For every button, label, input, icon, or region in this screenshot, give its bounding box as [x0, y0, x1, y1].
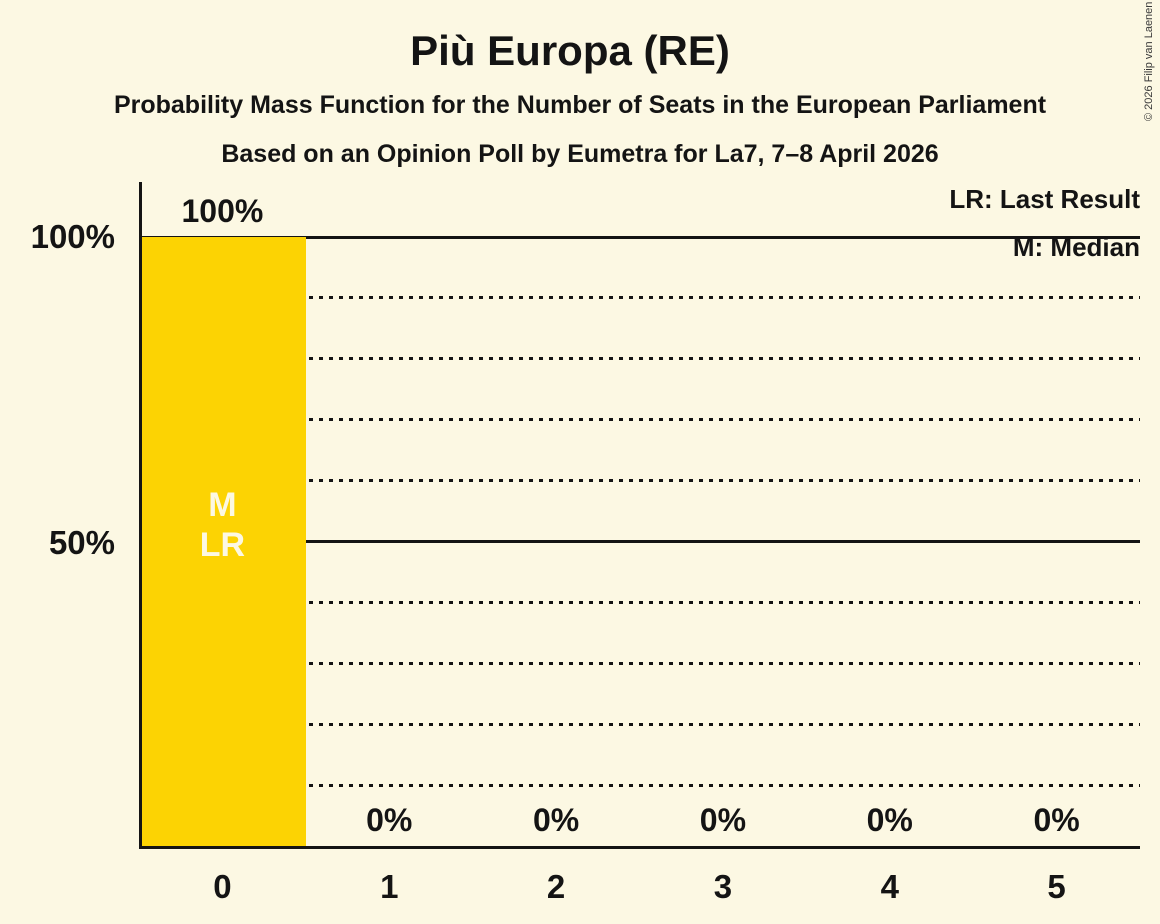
y-axis-label-100: 100% [30, 218, 115, 255]
x-axis-tick-label-0: 0 [213, 868, 232, 905]
gridline-dotted-20 [139, 722, 1140, 726]
x-axis-tick-label-1: 1 [380, 868, 399, 905]
bar-slot-0: M LR 100% 0 [139, 193, 306, 905]
gridline-solid-50 [139, 540, 1140, 543]
x-axis-tick-label-4: 4 [880, 868, 899, 905]
x-axis-tick-label-3: 3 [713, 868, 733, 905]
copyright-text: © 2026 Filip van Laenen [1143, 1, 1155, 121]
gridline-dotted-70 [139, 418, 1140, 422]
gridline-solid-100 [139, 235, 1140, 239]
bar-value-label-2: 0% [532, 802, 580, 838]
x-axis-tick-label-2: 2 [546, 868, 566, 905]
bar-value-label-4: 0% [866, 802, 913, 838]
gridline-dotted-10 [139, 783, 1140, 787]
bar-slot-4: 0% 4 [806, 237, 973, 905]
y-axis-labels: 100% 50% [0, 0, 127, 924]
x-axis-line [139, 846, 1140, 849]
bar-slot-2: 0% 2 [473, 237, 640, 905]
plot-area: M LR 100% 0 0% 1 0% 2 0% 3 0% 4 0% 5 [139, 193, 1140, 905]
bar-value-label-3: 0% [699, 802, 747, 838]
bar-value-label-1: 0% [366, 802, 413, 838]
x-axis-tick-label-5: 5 [1047, 868, 1066, 905]
gridline-dotted-80 [139, 357, 1140, 361]
bar-slot-3: 0% 3 [640, 237, 807, 905]
gridline-dotted-90 [139, 296, 1140, 300]
chart-title: Più Europa (RE) [410, 27, 730, 74]
bar-annotation-line: M [208, 486, 237, 525]
chart-source-subtitle: Based on an Opinion Poll by Eumetra for … [221, 140, 939, 168]
y-axis-line [139, 182, 142, 849]
gridline-dotted-60 [139, 479, 1140, 483]
chart-legend: LR: Last Result M: Median [949, 184, 1140, 280]
bar-annotation-line: LR [199, 526, 246, 565]
legend-last-result: LR: Last Result [949, 184, 1140, 214]
bar-value-label-0: 100% [181, 193, 264, 229]
bar-median-last-result-annotation: M LR [139, 485, 306, 565]
bar-slot-5: 0% 5 [973, 237, 1140, 905]
bar-0: M LR [139, 237, 306, 846]
bar-value-label-5: 0% [1033, 802, 1080, 838]
y-axis-label-50: 50% [48, 524, 115, 561]
chart-subtitle: Probability Mass Function for the Number… [113, 91, 1047, 119]
bar-slot-1: 0% 1 [306, 237, 473, 905]
legend-median: M: Median [1012, 232, 1140, 262]
gridline-dotted-40 [139, 600, 1140, 604]
gridline-dotted-30 [139, 661, 1140, 665]
